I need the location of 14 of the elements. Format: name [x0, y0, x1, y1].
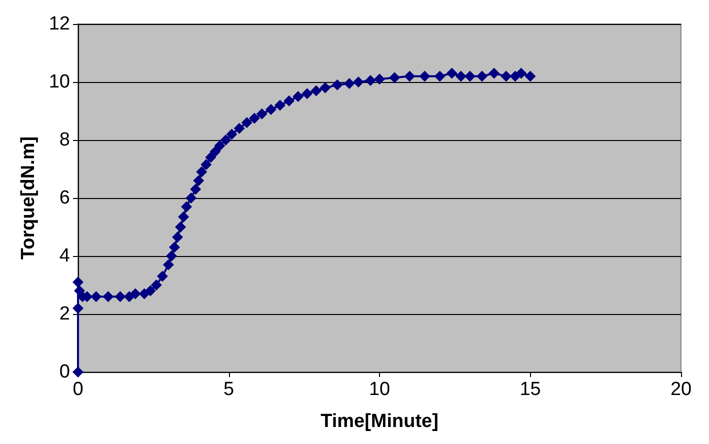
x-tick-label: 0 — [72, 379, 84, 400]
y-tick-label: 8 — [59, 130, 70, 150]
x-tick-label: 5 — [223, 379, 234, 400]
y-tick-label: 0 — [59, 362, 70, 382]
y-tick-label: 10 — [48, 72, 70, 92]
x-tick-label: 20 — [670, 379, 692, 400]
y-axis-title: Torque[dN.m] — [18, 136, 39, 260]
y-tick-label: 6 — [59, 188, 70, 208]
x-tick-label: 10 — [368, 379, 390, 400]
y-tick-label: 12 — [48, 14, 70, 34]
x-axis-title: Time[Minute] — [320, 411, 438, 432]
x-tick-label: 15 — [520, 379, 541, 400]
y-tick-label: 2 — [59, 304, 70, 324]
y-tick-label: 4 — [59, 246, 70, 266]
